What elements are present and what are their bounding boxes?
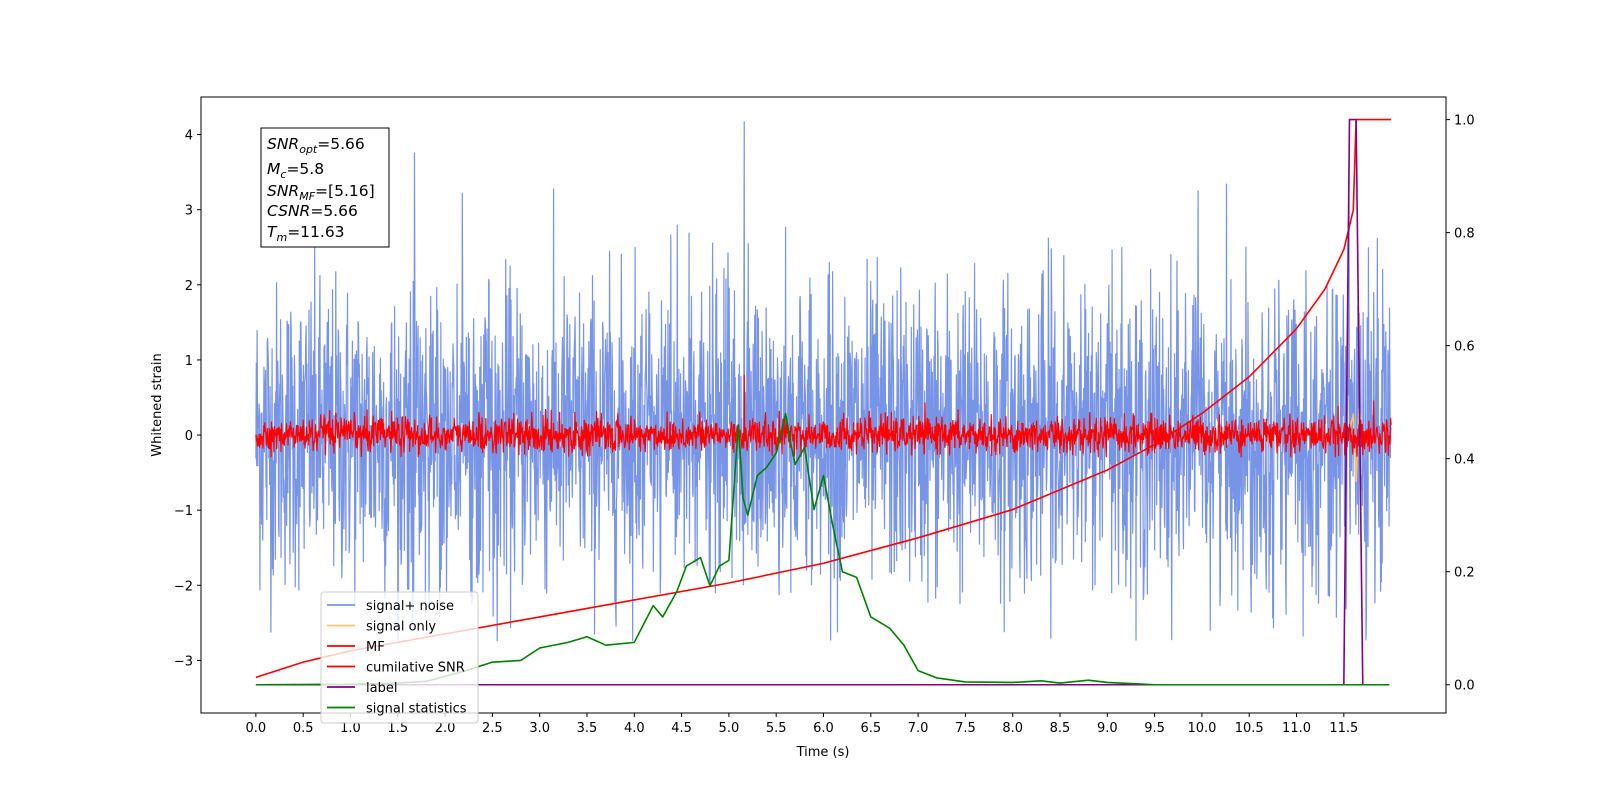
x-tick-label: 7.0 <box>908 721 929 736</box>
x-tick-label: 11.5 <box>1329 721 1358 736</box>
y-left-tick-label: 1 <box>185 354 193 369</box>
annotation-snr-opt: SNRopt=5.66 <box>267 135 365 156</box>
x-tick-label: 10.5 <box>1235 721 1264 736</box>
series-signal-statistics <box>255 412 1390 686</box>
x-tick-label: 2.5 <box>482 721 503 736</box>
x-tick-label: 1.5 <box>387 721 408 736</box>
y-axis-left: −3 −2 −1 0 1 2 3 4 <box>174 129 201 669</box>
x-tick-label: 1.0 <box>340 721 361 736</box>
y-left-tick-label: 2 <box>185 279 193 294</box>
y-left-tick-label: 0 <box>185 429 193 444</box>
x-tick-label: 5.5 <box>766 721 787 736</box>
x-tick-label: 2.0 <box>435 721 456 736</box>
x-tick-label: 6.0 <box>813 721 834 736</box>
x-tick-label: 5.0 <box>719 721 740 736</box>
y-left-tick-label: 3 <box>185 204 193 219</box>
y-right-tick-label: 0.4 <box>1454 453 1475 468</box>
x-axis: 0.0 0.5 1.0 1.5 2.0 2.5 3.0 3.5 4.0 4.5 5.0 5.5 6.0 6… <box>246 713 1358 736</box>
legend-label: cumilative SNR <box>366 661 465 676</box>
x-tick-label: 3.0 <box>529 721 550 736</box>
annotation-mc: Mc=5.8 <box>267 160 324 181</box>
y-right-tick-label: 0.2 <box>1454 566 1475 581</box>
x-tick-label: 0.0 <box>246 721 267 736</box>
legend-frame <box>320 591 479 724</box>
x-tick-label: 9.5 <box>1144 721 1165 736</box>
y-right-tick-label: 0.0 <box>1454 679 1475 694</box>
x-tick-label: 7.5 <box>955 721 976 736</box>
x-tick-label: 4.5 <box>671 721 692 736</box>
x-tick-label: 8.5 <box>1050 721 1071 736</box>
y-left-tick-label: −3 <box>174 654 193 669</box>
x-tick-label: 6.5 <box>860 721 881 736</box>
x-tick-label: 11.0 <box>1282 721 1311 736</box>
y-axis-right: 0.0 0.2 0.4 0.6 0.8 1.0 <box>1446 114 1475 694</box>
y-left-tick-label: −2 <box>174 579 193 594</box>
y-axis-title: Whitened strain <box>150 353 165 456</box>
x-tick-label: 0.5 <box>293 721 314 736</box>
legend-label: MF <box>366 640 385 655</box>
x-tick-label: 4.0 <box>624 721 645 736</box>
legend-label: label <box>366 681 397 696</box>
annotation-snr-mf: SNRMF=[5.16] <box>267 182 375 203</box>
annotation-frame <box>260 127 390 248</box>
series-signal-noise <box>255 121 1392 642</box>
series-mf <box>255 374 1392 458</box>
y-right-tick-label: 0.6 <box>1454 340 1475 355</box>
annotation-csnr: CSNR=5.66 <box>267 202 358 220</box>
annotation-tm: Tm=11.63 <box>267 223 345 244</box>
x-tick-label: 3.5 <box>577 721 598 736</box>
y-left-tick-label: −1 <box>174 504 193 519</box>
legend-label: signal+ noise <box>366 599 454 614</box>
annotation-box: SNRopt=5.66 Mc=5.8 SNRMF=[5.16] CSNR=5.6… <box>260 127 390 248</box>
legend-label: signal statistics <box>366 702 467 717</box>
legend: signal+ noise signal only MF cumilative SNR… <box>320 591 479 724</box>
x-tick-label: 9.0 <box>1097 721 1118 736</box>
legend-label: signal only <box>366 620 436 635</box>
x-axis-title: Time (s) <box>796 745 850 760</box>
y-right-tick-label: 1.0 <box>1454 114 1475 129</box>
x-tick-label: 10.0 <box>1187 721 1216 736</box>
y-right-tick-label: 0.8 <box>1454 227 1475 242</box>
y-left-tick-label: 4 <box>185 129 193 144</box>
x-tick-label: 8.0 <box>1002 721 1023 736</box>
